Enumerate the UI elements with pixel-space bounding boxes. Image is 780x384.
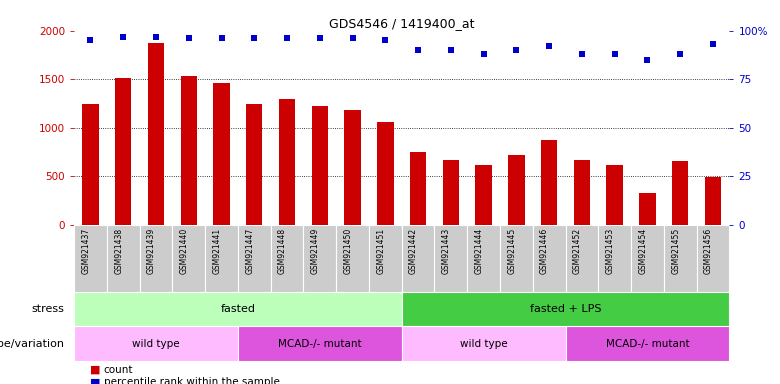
Bar <box>500 225 533 292</box>
Text: GSM921442: GSM921442 <box>409 228 418 274</box>
Text: wild type: wild type <box>132 339 180 349</box>
Text: GSM921455: GSM921455 <box>671 228 680 274</box>
Point <box>576 51 588 57</box>
Text: fasted + LPS: fasted + LPS <box>530 304 601 314</box>
Bar <box>509 155 525 225</box>
Bar <box>402 326 566 361</box>
Text: GSM921440: GSM921440 <box>179 228 189 274</box>
Text: ■: ■ <box>90 365 100 375</box>
Text: ■: ■ <box>90 377 100 384</box>
Text: GSM921445: GSM921445 <box>507 228 516 274</box>
Bar <box>336 225 369 292</box>
Bar <box>312 106 328 225</box>
Point <box>379 37 392 43</box>
Text: GSM921437: GSM921437 <box>81 228 90 274</box>
Bar <box>74 292 402 326</box>
Point <box>510 47 523 53</box>
Bar <box>246 104 262 225</box>
Text: GSM921454: GSM921454 <box>638 228 647 274</box>
Bar <box>180 76 197 225</box>
Text: MCAD-/- mutant: MCAD-/- mutant <box>605 339 690 349</box>
Text: wild type: wild type <box>459 339 508 349</box>
Text: stress: stress <box>31 304 64 314</box>
Bar <box>410 152 426 225</box>
Bar <box>402 292 729 326</box>
Point <box>183 35 195 41</box>
Bar <box>664 225 697 292</box>
Bar <box>74 326 238 361</box>
Point <box>674 51 686 57</box>
Text: GSM921448: GSM921448 <box>278 228 287 274</box>
Bar <box>238 326 402 361</box>
Text: GSM921452: GSM921452 <box>573 228 582 274</box>
Text: GSM921443: GSM921443 <box>441 228 451 274</box>
Text: genotype/variation: genotype/variation <box>0 339 64 349</box>
Bar <box>631 225 664 292</box>
Bar <box>172 225 205 292</box>
Text: GSM921447: GSM921447 <box>245 228 254 274</box>
Bar <box>303 225 336 292</box>
Bar <box>369 225 402 292</box>
Bar <box>115 78 131 225</box>
Bar <box>378 122 393 225</box>
Point <box>215 35 228 41</box>
Point <box>248 35 261 41</box>
Point <box>150 33 162 40</box>
Text: GSM921453: GSM921453 <box>605 228 615 274</box>
Bar <box>467 225 500 292</box>
Point <box>477 51 490 57</box>
Title: GDS4546 / 1419400_at: GDS4546 / 1419400_at <box>329 17 474 30</box>
Bar <box>476 166 492 225</box>
Bar <box>205 225 238 292</box>
Bar <box>566 225 598 292</box>
Bar <box>402 225 434 292</box>
Point <box>117 33 129 40</box>
Text: GSM921444: GSM921444 <box>474 228 484 274</box>
Point <box>84 37 97 43</box>
Bar <box>640 193 656 225</box>
Bar <box>74 225 107 292</box>
Text: percentile rank within the sample: percentile rank within the sample <box>104 377 279 384</box>
Bar <box>238 225 271 292</box>
Point <box>445 47 457 53</box>
Bar <box>697 225 729 292</box>
Bar <box>83 104 98 225</box>
Point <box>641 57 654 63</box>
Bar <box>598 225 631 292</box>
Text: GSM921450: GSM921450 <box>343 228 353 274</box>
Bar <box>107 225 140 292</box>
Bar <box>443 160 459 225</box>
Bar <box>148 43 164 225</box>
Bar <box>574 160 590 225</box>
Text: MCAD-/- mutant: MCAD-/- mutant <box>278 339 362 349</box>
Point <box>543 43 555 49</box>
Point <box>608 51 621 57</box>
Bar <box>214 83 229 225</box>
Point <box>281 35 293 41</box>
Text: GSM921449: GSM921449 <box>310 228 320 274</box>
Text: count: count <box>104 365 133 375</box>
Text: GSM921446: GSM921446 <box>540 228 549 274</box>
Bar <box>345 110 360 225</box>
Text: GSM921438: GSM921438 <box>114 228 123 274</box>
Bar <box>541 140 557 225</box>
Bar <box>672 161 689 225</box>
Bar <box>533 225 566 292</box>
Bar <box>271 225 303 292</box>
Bar <box>279 99 295 225</box>
Text: GSM921441: GSM921441 <box>212 228 222 274</box>
Text: GSM921451: GSM921451 <box>376 228 385 274</box>
Bar <box>607 165 623 225</box>
Bar <box>566 326 729 361</box>
Bar <box>434 225 467 292</box>
Point <box>707 41 719 47</box>
Point <box>412 47 424 53</box>
Text: GSM921456: GSM921456 <box>704 228 713 274</box>
Point <box>346 35 359 41</box>
Text: GSM921439: GSM921439 <box>147 228 156 274</box>
Text: fasted: fasted <box>221 304 255 314</box>
Point <box>314 35 326 41</box>
Bar <box>140 225 172 292</box>
Bar <box>705 177 722 225</box>
